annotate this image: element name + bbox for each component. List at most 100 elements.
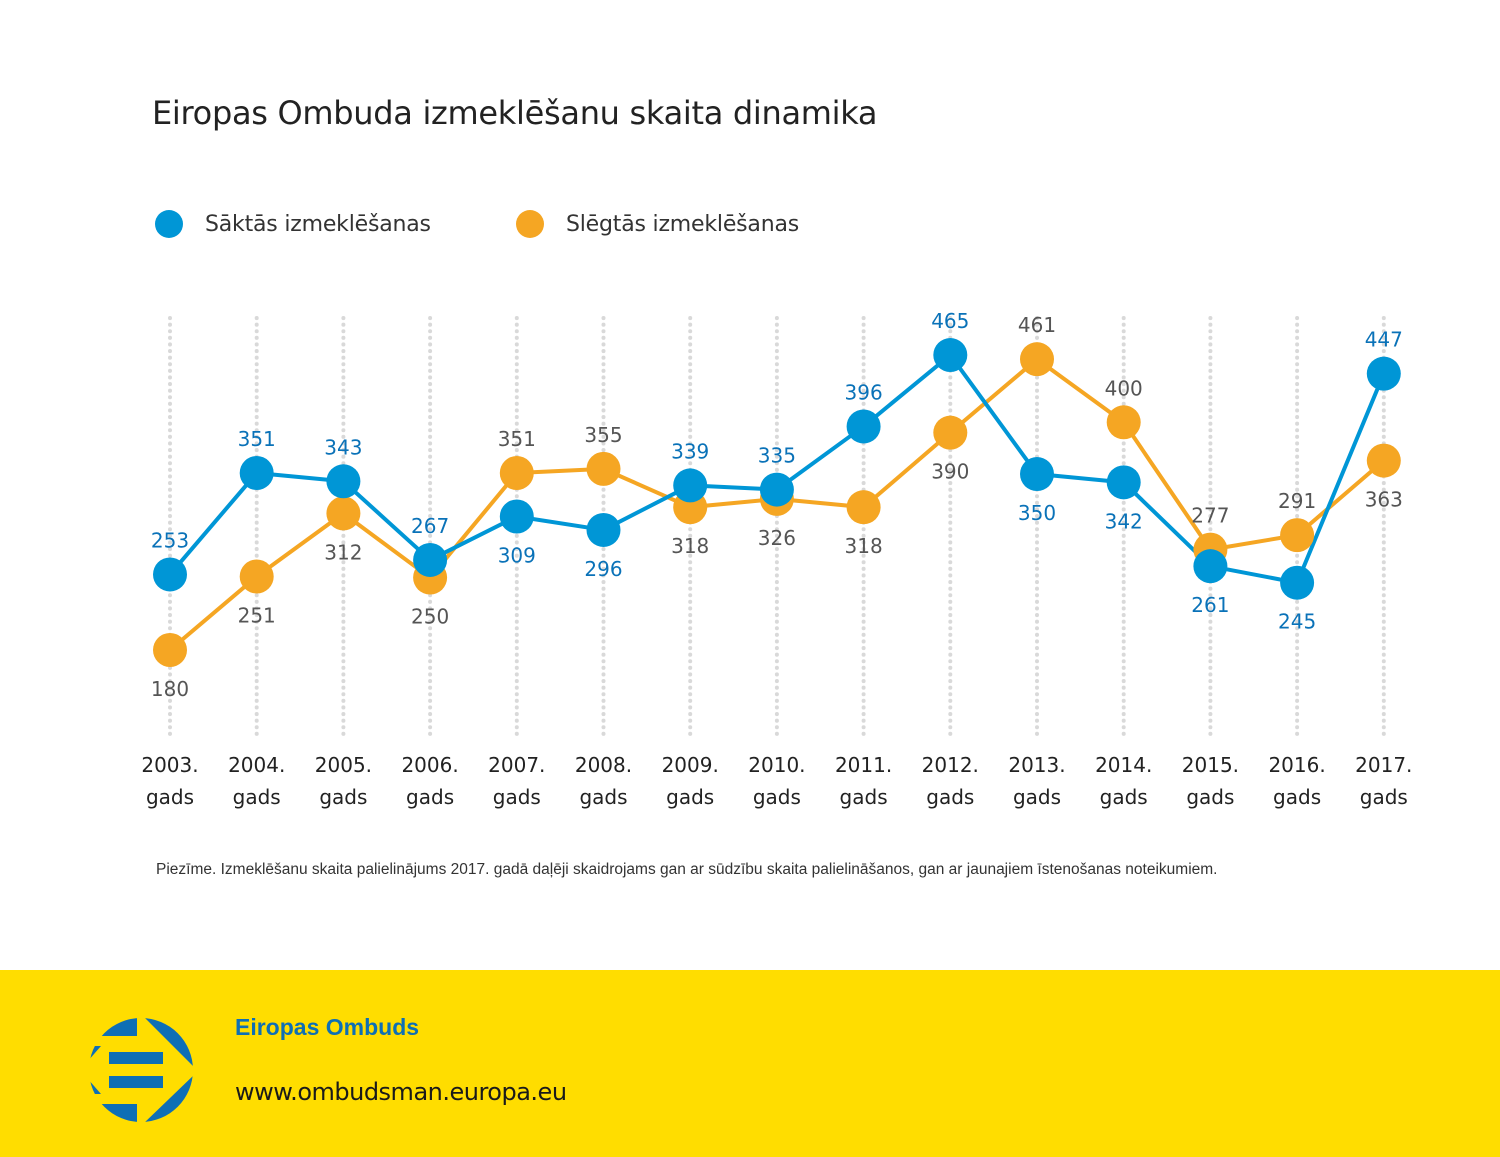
data-point-closed xyxy=(586,451,621,486)
data-point-closed xyxy=(1280,518,1315,553)
legend-marker-closed-icon xyxy=(516,210,544,238)
x-tick-label-year: 2017. xyxy=(1355,753,1412,777)
data-label-closed: 250 xyxy=(411,605,449,629)
x-tick-label-year: 2010. xyxy=(748,753,805,777)
data-label-closed: 355 xyxy=(584,423,622,447)
data-point-started xyxy=(673,468,708,503)
x-tick-label-unit: gads xyxy=(1100,785,1148,809)
data-label-closed: 312 xyxy=(324,540,362,564)
data-label-closed: 326 xyxy=(758,526,796,550)
data-label-started: 343 xyxy=(324,435,362,459)
x-tick-label-unit: gads xyxy=(840,785,888,809)
x-tick-label-unit: gads xyxy=(233,785,281,809)
data-point-started xyxy=(153,557,187,592)
legend-marker-started-icon xyxy=(155,210,183,238)
x-tick-label-year: 2014. xyxy=(1095,753,1152,777)
x-tick-label-unit: gads xyxy=(406,785,454,809)
data-label-started: 296 xyxy=(584,557,622,581)
data-label-closed: 461 xyxy=(1018,313,1056,337)
x-tick-label-year: 2004. xyxy=(228,753,285,777)
data-label-closed: 351 xyxy=(498,427,536,451)
chart-note: Piezīme. Izmeklēšanu skaita palielinājum… xyxy=(156,861,1218,878)
data-point-started xyxy=(1366,356,1401,391)
footer-banner: Eiropas Ombuds www.ombudsman.europa.eu xyxy=(0,970,1500,1157)
x-tick-label-year: 2003. xyxy=(141,753,198,777)
data-point-started xyxy=(1020,457,1054,492)
data-label-closed: 363 xyxy=(1365,488,1403,512)
footer-website-link[interactable]: www.ombudsman.europa.eu xyxy=(235,1078,567,1106)
legend-label-closed: Slēgtās izmeklēšanas xyxy=(566,211,799,237)
gridlines xyxy=(168,316,1386,738)
x-tick-label-year: 2005. xyxy=(315,753,372,777)
legend-item-closed: Slēgtās izmeklēšanas xyxy=(516,210,799,238)
data-point-closed xyxy=(1020,342,1054,377)
x-tick-label-year: 2011. xyxy=(835,753,892,777)
data-label-closed: 180 xyxy=(151,677,189,701)
data-label-started: 253 xyxy=(151,528,189,552)
x-tick-label-year: 2015. xyxy=(1182,753,1239,777)
x-tick-label-unit: gads xyxy=(1273,785,1321,809)
data-point-started xyxy=(413,542,448,577)
data-point-started xyxy=(759,472,794,507)
data-point-closed xyxy=(153,633,187,667)
series-points xyxy=(153,338,1401,667)
data-point-started xyxy=(1280,565,1315,600)
data-point-closed xyxy=(239,559,274,594)
data-label-started: 351 xyxy=(238,427,276,451)
data-label-started: 342 xyxy=(1105,509,1143,533)
x-tick-label-unit: gads xyxy=(493,785,541,809)
data-label-closed: 277 xyxy=(1191,504,1229,528)
data-label-started: 335 xyxy=(758,444,796,468)
data-point-started xyxy=(1106,465,1141,500)
x-tick-label-year: 2012. xyxy=(922,753,979,777)
data-label-started: 267 xyxy=(411,514,449,538)
data-label-started: 245 xyxy=(1278,610,1316,634)
data-label-started: 465 xyxy=(931,309,969,333)
data-label-started: 261 xyxy=(1191,593,1229,617)
data-label-closed: 390 xyxy=(931,460,969,484)
x-tick-label-year: 2008. xyxy=(575,753,632,777)
data-label-closed: 400 xyxy=(1105,376,1143,400)
data-label-started: 396 xyxy=(845,380,883,404)
data-point-started xyxy=(846,409,881,444)
data-point-closed xyxy=(1366,443,1401,478)
data-point-started xyxy=(499,499,534,534)
data-labels: 253 351 343 267 309 296 339 335 396 465 350 342 261 2… xyxy=(151,309,1403,701)
data-point-started xyxy=(933,338,968,373)
data-label-closed: 291 xyxy=(1278,489,1316,513)
data-point-started xyxy=(239,456,274,491)
data-point-closed xyxy=(499,456,534,491)
data-label-closed: 318 xyxy=(845,534,883,558)
x-tick-label-year: 2007. xyxy=(488,753,545,777)
chart-title: Eiropas Ombuda izmeklēšanu skaita dinami… xyxy=(152,94,878,132)
x-tick-label-unit: gads xyxy=(666,785,714,809)
data-point-closed xyxy=(846,490,881,525)
x-tick-label-unit: gads xyxy=(1360,785,1408,809)
x-tick-label-unit: gads xyxy=(1013,785,1061,809)
x-tick-label-unit: gads xyxy=(926,785,974,809)
x-tick-label-unit: gads xyxy=(1186,785,1234,809)
x-tick-label-unit: gads xyxy=(319,785,367,809)
x-tick-label-unit: gads xyxy=(146,785,194,809)
x-tick-label-unit: gads xyxy=(753,785,801,809)
data-label-started: 350 xyxy=(1018,501,1056,525)
data-point-closed xyxy=(933,415,968,450)
data-label-started: 309 xyxy=(498,543,536,567)
x-tick-label-year: 2013. xyxy=(1008,753,1065,777)
x-tick-label-year: 2006. xyxy=(401,753,458,777)
x-tick-label-year: 2009. xyxy=(662,753,719,777)
line-chart: 253 351 343 267 309 296 339 335 396 465 350 342 261 2… xyxy=(141,309,1412,809)
x-tick-label-unit: gads xyxy=(579,785,627,809)
data-point-started xyxy=(586,512,621,547)
legend-label-started: Sāktās izmeklēšanas xyxy=(205,211,431,237)
footer-org-name: Eiropas Ombuds xyxy=(235,1014,420,1040)
x-axis-tick-labels: 2003. gads 2004. gads 2005. gads 2006. gads 2007… xyxy=(141,753,1412,809)
legend-item-started: Sāktās izmeklēšanas xyxy=(155,210,431,238)
data-point-started xyxy=(1193,549,1228,584)
data-point-closed xyxy=(1106,405,1141,440)
data-point-started xyxy=(326,464,361,499)
european-ombudsman-logo-icon xyxy=(89,1018,193,1122)
data-label-closed: 318 xyxy=(671,534,709,558)
data-label-started: 447 xyxy=(1365,328,1403,352)
data-label-started: 339 xyxy=(671,439,709,463)
